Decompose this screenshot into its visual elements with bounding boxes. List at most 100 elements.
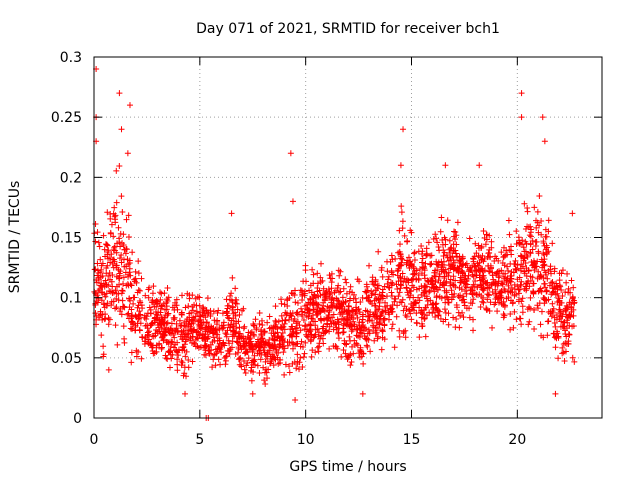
data-point <box>485 250 492 257</box>
data-point <box>319 305 326 312</box>
data-point <box>206 350 213 357</box>
data-point <box>545 217 552 224</box>
data-point <box>559 344 566 351</box>
data-point <box>105 273 112 280</box>
data-point <box>360 350 367 357</box>
data-point <box>164 298 171 305</box>
data-point <box>294 361 301 368</box>
data-point <box>540 294 547 301</box>
data-point <box>125 310 132 317</box>
data-point <box>445 262 452 269</box>
data-point <box>510 324 517 331</box>
data-point <box>133 353 140 360</box>
data-point <box>284 302 291 309</box>
data-point <box>112 305 119 312</box>
data-point <box>505 267 512 274</box>
data-point <box>240 358 247 365</box>
data-point <box>117 243 124 250</box>
data-point <box>531 267 538 274</box>
data-point <box>174 356 181 363</box>
data-point <box>559 267 566 274</box>
data-point <box>273 347 280 354</box>
data-point <box>306 287 313 294</box>
data-point <box>275 360 282 367</box>
data-point <box>483 231 490 238</box>
data-point <box>278 312 285 319</box>
data-point <box>212 362 219 369</box>
data-point <box>521 268 528 275</box>
data-point <box>438 258 445 265</box>
data-point <box>469 300 476 307</box>
data-point <box>184 316 191 323</box>
data-point <box>318 332 325 339</box>
data-point <box>381 283 388 290</box>
data-point <box>340 285 347 292</box>
data-point <box>228 210 235 217</box>
data-point <box>170 314 177 321</box>
data-point <box>366 262 373 269</box>
data-point <box>95 276 102 283</box>
data-point <box>541 280 548 287</box>
data-point <box>384 280 391 287</box>
data-point <box>100 343 107 350</box>
data-point <box>354 342 361 349</box>
data-point <box>359 316 366 323</box>
data-point <box>469 271 476 278</box>
data-point <box>171 316 178 323</box>
data-point <box>357 298 364 305</box>
data-point <box>317 316 324 323</box>
data-point <box>435 243 442 250</box>
data-point <box>442 162 449 169</box>
data-point <box>419 323 426 330</box>
data-point <box>360 360 367 367</box>
data-point <box>229 306 236 313</box>
x-axis-label: GPS time / hours <box>289 459 406 475</box>
data-point <box>524 223 531 230</box>
data-point <box>108 221 115 228</box>
data-point <box>144 329 151 336</box>
data-point <box>506 247 513 254</box>
data-point <box>413 286 420 293</box>
data-point <box>430 301 437 308</box>
data-point <box>363 295 370 302</box>
data-point <box>448 291 455 298</box>
data-point <box>254 362 261 369</box>
data-point <box>385 284 392 291</box>
data-point <box>508 251 515 258</box>
data-point <box>272 317 279 324</box>
data-point <box>540 238 547 245</box>
data-point <box>379 334 386 341</box>
data-point <box>314 270 321 277</box>
data-point <box>126 102 133 109</box>
data-point <box>371 281 378 288</box>
data-point <box>297 343 304 350</box>
data-point <box>568 277 575 284</box>
data-point <box>258 339 265 346</box>
data-point <box>201 310 208 317</box>
data-point <box>102 293 109 300</box>
data-point <box>517 282 524 289</box>
data-point <box>530 306 537 313</box>
data-point <box>396 263 403 270</box>
data-point <box>492 296 499 303</box>
data-point <box>317 274 324 281</box>
data-point <box>223 331 230 338</box>
data-point <box>226 292 233 299</box>
data-point <box>421 293 428 300</box>
data-point <box>398 209 405 216</box>
data-point <box>211 317 218 324</box>
data-point <box>247 334 254 341</box>
data-point <box>479 276 486 283</box>
data-point <box>401 275 408 282</box>
data-point <box>279 330 286 337</box>
data-point <box>337 268 344 275</box>
data-point <box>176 317 183 324</box>
data-point <box>415 248 422 255</box>
data-point <box>125 212 132 219</box>
data-point <box>460 296 467 303</box>
data-point <box>565 289 572 296</box>
data-point <box>156 328 163 335</box>
data-point <box>132 322 139 329</box>
data-point <box>489 272 496 279</box>
data-point <box>479 286 486 293</box>
